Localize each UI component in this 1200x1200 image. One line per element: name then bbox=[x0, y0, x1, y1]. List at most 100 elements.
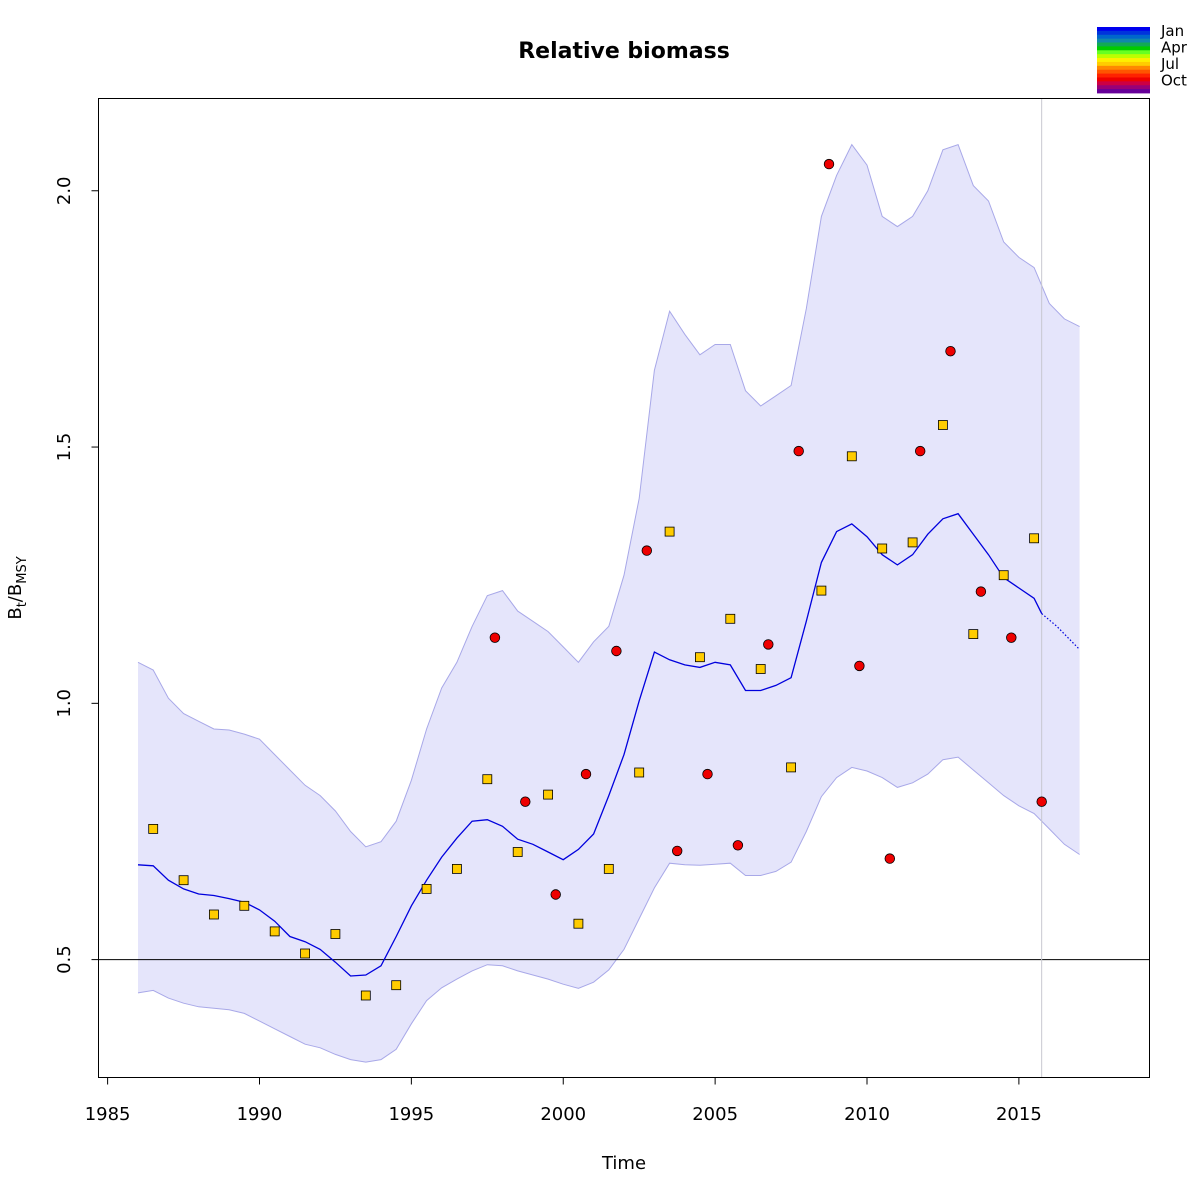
data-point-oct bbox=[975, 586, 987, 597]
data-point-jul bbox=[603, 864, 614, 874]
confidence-band-upper bbox=[137, 143, 1080, 848]
data-point-oct bbox=[520, 796, 531, 807]
data-point-jul bbox=[512, 847, 523, 857]
data-point-oct bbox=[823, 158, 835, 170]
legend-swatch bbox=[1097, 61, 1150, 67]
data-point-jul bbox=[300, 948, 311, 959]
data-point-oct bbox=[854, 660, 865, 672]
x-tick-label: 2010 bbox=[844, 1104, 890, 1125]
chart-title: Relative biomass bbox=[518, 39, 730, 64]
data-point-jul bbox=[543, 789, 553, 800]
y-tick-label: 2.0 bbox=[54, 176, 75, 205]
confidence-band-lower bbox=[137, 756, 1080, 1063]
data-point-oct bbox=[702, 768, 713, 780]
data-point-jul bbox=[846, 451, 857, 462]
y-tick-label: 1.5 bbox=[54, 433, 75, 462]
legend-swatch bbox=[1097, 77, 1150, 82]
plot-area bbox=[98, 98, 1150, 1078]
legend-label-apr: Apr bbox=[1161, 39, 1188, 57]
data-point-oct bbox=[945, 346, 956, 357]
y-tick-label: 0.5 bbox=[54, 945, 75, 974]
data-point-jul bbox=[938, 420, 948, 430]
legend-swatch bbox=[1097, 89, 1150, 94]
median-line bbox=[137, 512, 1043, 977]
data-point-jul bbox=[725, 613, 736, 624]
y-axis-label-main: B bbox=[5, 607, 26, 619]
data-point-jul bbox=[239, 900, 250, 911]
data-point-oct bbox=[489, 632, 501, 643]
legend-swatch bbox=[1097, 69, 1150, 74]
data-point-jul bbox=[178, 875, 189, 886]
y-axis-label-sub-t: t bbox=[15, 602, 30, 607]
data-point-oct bbox=[732, 840, 744, 851]
data-point-oct bbox=[915, 445, 926, 457]
x-tick-label: 1985 bbox=[85, 1104, 131, 1125]
data-point-jul bbox=[148, 824, 159, 834]
y-tick-label: 1.0 bbox=[54, 689, 75, 718]
legend-swatch bbox=[1097, 27, 1150, 32]
data-point-oct bbox=[884, 853, 896, 864]
legend-label-jul: Jul bbox=[1160, 55, 1179, 73]
legend-swatch bbox=[1097, 46, 1150, 51]
data-point-oct bbox=[1036, 796, 1047, 807]
data-point-jul bbox=[573, 918, 584, 929]
legend-swatch bbox=[1097, 34, 1150, 40]
legend-swatch bbox=[1097, 54, 1150, 59]
data-point-jul bbox=[816, 585, 827, 596]
data-point-jul bbox=[269, 926, 280, 937]
data-point-jul bbox=[877, 543, 888, 554]
data-point-oct bbox=[763, 639, 774, 650]
data-point-jul bbox=[391, 980, 402, 991]
data-point-oct bbox=[641, 545, 653, 556]
data-point-jul bbox=[968, 629, 979, 639]
data-point-jul bbox=[998, 570, 1009, 581]
data-point-oct bbox=[550, 889, 561, 900]
y-axis: 0.5 1.0 1.5 2.0 bbox=[54, 176, 99, 974]
legend-swatch bbox=[1097, 65, 1150, 71]
x-tick-label: 1995 bbox=[388, 1104, 434, 1125]
data-point-jul bbox=[786, 762, 796, 773]
legend-swatch bbox=[1097, 85, 1150, 90]
y-axis-label-sub-msy: MSY bbox=[15, 556, 30, 583]
data-point-jul bbox=[664, 526, 675, 537]
data-point-jul bbox=[421, 884, 432, 894]
y-axis-label-separator: /B bbox=[5, 584, 26, 602]
legend-swatch bbox=[1097, 58, 1150, 63]
legend-swatch bbox=[1097, 42, 1150, 47]
data-point-oct bbox=[611, 645, 622, 657]
data-point-oct bbox=[793, 445, 804, 457]
data-point-jul bbox=[208, 909, 219, 920]
legend-label-jan: Jan bbox=[1160, 22, 1184, 40]
data-point-jul bbox=[695, 652, 705, 663]
legend-swatch bbox=[1097, 38, 1150, 43]
y-axis-label: Bt/BMSY bbox=[5, 556, 30, 619]
legend-swatch bbox=[1097, 73, 1150, 78]
data-point-oct bbox=[672, 845, 683, 857]
data-point-jul bbox=[360, 990, 371, 1001]
x-tick-label: 2000 bbox=[540, 1104, 586, 1125]
series-oct bbox=[489, 158, 1047, 900]
legend-swatch bbox=[1097, 50, 1150, 55]
data-point-jul bbox=[330, 929, 341, 939]
data-point-jul bbox=[755, 664, 766, 674]
legend-label-oct: Oct bbox=[1161, 72, 1187, 90]
data-point-jul bbox=[1029, 533, 1039, 544]
data-point-oct bbox=[580, 768, 592, 780]
x-tick-label: 1990 bbox=[237, 1104, 283, 1125]
data-point-oct bbox=[1006, 632, 1017, 643]
data-point-jul bbox=[634, 767, 645, 778]
data-point-jul bbox=[907, 537, 918, 548]
confidence-band bbox=[138, 144, 1080, 1063]
data-point-jul bbox=[482, 774, 493, 785]
x-axis: 1985 1990 1995 2000 2005 2010 2015 bbox=[85, 1077, 1042, 1125]
x-tick-label: 2015 bbox=[996, 1104, 1042, 1125]
median-projection-line bbox=[1041, 613, 1081, 650]
legend-swatch bbox=[1097, 81, 1150, 86]
legend-swatch bbox=[1097, 30, 1150, 36]
x-axis-label: Time bbox=[601, 1153, 646, 1174]
data-point-jul bbox=[451, 864, 462, 874]
x-tick-label: 2005 bbox=[692, 1104, 738, 1125]
series-jul bbox=[148, 420, 1039, 1001]
